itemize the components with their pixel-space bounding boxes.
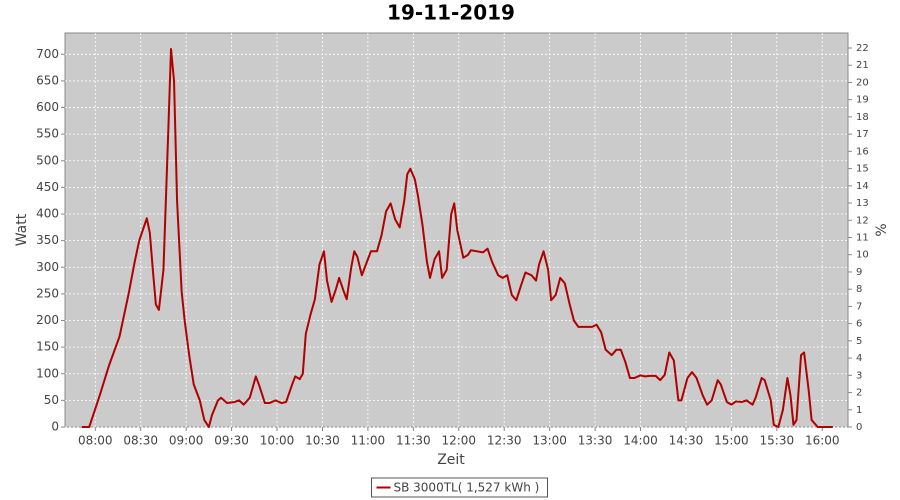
y2-tick-label: 7 xyxy=(856,301,862,312)
x-axis-label: Zeit xyxy=(437,452,465,468)
y2-tick-label: 22 xyxy=(856,43,869,54)
y2-tick-label: 5 xyxy=(856,336,862,347)
x-tick-label: 10:30 xyxy=(305,434,340,448)
x-tick-label: 14:30 xyxy=(669,434,704,448)
y-tick-label: 500 xyxy=(36,153,59,167)
x-tick-label: 15:30 xyxy=(760,434,795,448)
y-tick-label: 200 xyxy=(36,313,59,327)
y-tick-label: 450 xyxy=(36,180,59,194)
x-tick-label: 16:00 xyxy=(805,434,840,448)
y2-axis-label: % xyxy=(874,223,890,236)
x-tick-label: 11:30 xyxy=(396,434,431,448)
x-tick-label: 08:00 xyxy=(78,434,113,448)
y2-tick-label: 3 xyxy=(856,370,862,381)
y-tick-label: 550 xyxy=(36,127,59,141)
y-tick-label: 150 xyxy=(36,340,59,354)
x-tick-label: 13:30 xyxy=(578,434,613,448)
y2-tick-label: 8 xyxy=(856,284,862,295)
series-line xyxy=(81,47,833,428)
x-tick-label: 08:30 xyxy=(123,434,158,448)
x-tick-label: 09:00 xyxy=(169,434,204,448)
y2-tick-label: 10 xyxy=(856,250,869,261)
y2-tick-label: 19 xyxy=(856,95,869,106)
x-tick-label: 13:00 xyxy=(532,434,567,448)
y2-tick-label: 2 xyxy=(856,388,862,399)
y2-tick-label: 14 xyxy=(856,181,869,192)
x-tick-label: 12:30 xyxy=(487,434,522,448)
y2-tick-label: 6 xyxy=(856,319,862,330)
y-tick-label: 400 xyxy=(36,207,59,221)
x-tick-label: 10:00 xyxy=(260,434,295,448)
y-tick-label: 0 xyxy=(51,420,59,434)
x-tick-label: 14:00 xyxy=(623,434,658,448)
y-tick-label: 350 xyxy=(36,233,59,247)
y2-tick-label: 15 xyxy=(856,164,869,175)
y-tick-label: 650 xyxy=(36,73,59,87)
x-tick-label: 12:00 xyxy=(441,434,476,448)
chart-title: 19-11-2019 xyxy=(387,1,515,25)
y2-tick-label: 13 xyxy=(856,198,869,209)
y2-tick-label: 9 xyxy=(856,267,862,278)
y2-tick-label: 20 xyxy=(856,77,869,88)
x-tick-label: 15:00 xyxy=(714,434,749,448)
y2-tick-label: 4 xyxy=(856,353,862,364)
y-tick-label: 50 xyxy=(44,393,59,407)
y2-tick-label: 16 xyxy=(856,146,869,157)
y2-tick-label: 18 xyxy=(856,112,869,123)
y-tick-label: 100 xyxy=(36,366,59,380)
y2-tick-label: 1 xyxy=(856,405,862,416)
legend-label: SB 3000TL( 1,527 kWh ) xyxy=(394,481,540,495)
legend-box xyxy=(371,477,548,498)
y-axis-label: Watt xyxy=(14,213,30,246)
y2-tick-label: 0 xyxy=(856,422,862,433)
x-tick-label: 11:00 xyxy=(351,434,386,448)
y-tick-label: 300 xyxy=(36,260,59,274)
y-tick-label: 700 xyxy=(36,47,59,61)
y2-tick-label: 17 xyxy=(856,129,869,140)
y2-tick-label: 21 xyxy=(856,60,869,71)
x-tick-label: 09:30 xyxy=(214,434,249,448)
y-tick-label: 250 xyxy=(36,286,59,300)
y-tick-label: 600 xyxy=(36,100,59,114)
y2-tick-label: 12 xyxy=(856,215,869,226)
y2-tick-label: 11 xyxy=(856,232,869,243)
legend: SB 3000TL( 1,527 kWh ) xyxy=(371,477,548,498)
